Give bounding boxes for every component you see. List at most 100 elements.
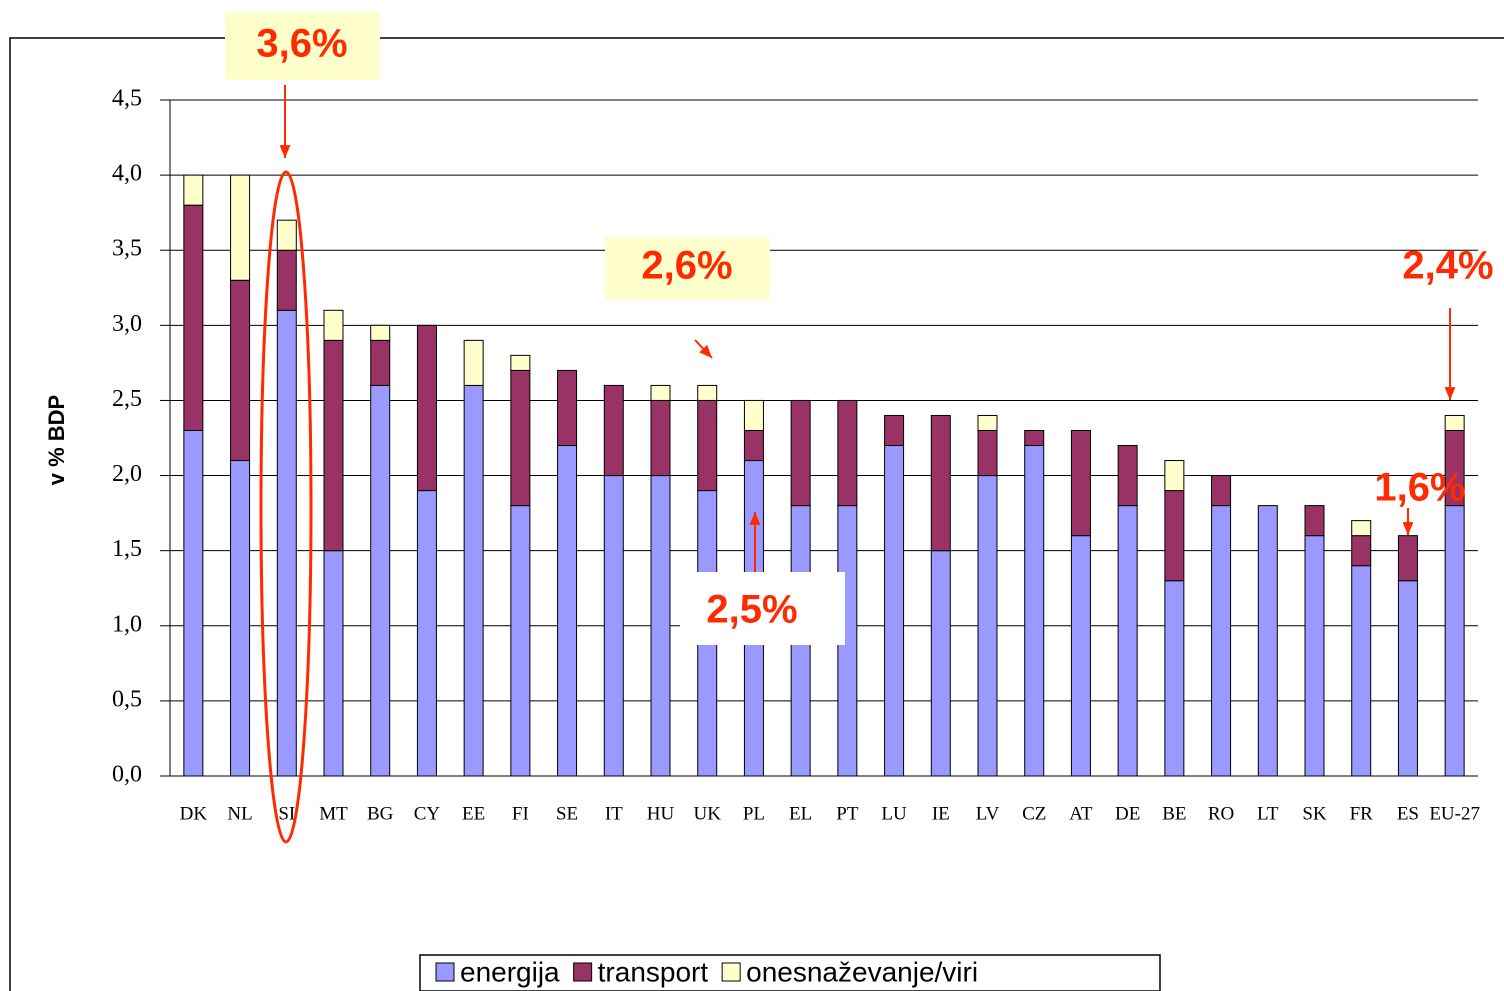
annotation: 2,6% [641, 244, 732, 288]
bar-segment [463, 384, 484, 777]
x-tick-label: RO [1208, 803, 1234, 824]
x-tick-label: FR [1350, 803, 1374, 824]
annotation: 2,4% [1402, 244, 1493, 288]
bar-segment [276, 309, 297, 777]
x-tick-label: SI [278, 803, 295, 824]
y-tick-label: 2,5 [112, 386, 142, 412]
bar-segment [1024, 445, 1045, 777]
legend-swatch [435, 962, 455, 982]
bar-segment [1257, 505, 1278, 777]
bar-segment [1444, 505, 1465, 777]
bar-segment [510, 369, 531, 507]
bar-segment [743, 399, 764, 431]
legend-swatch [573, 962, 593, 982]
legend-label: transport [598, 956, 709, 987]
bar-segment [884, 414, 905, 447]
bar-segment [930, 414, 951, 552]
bar-segment [230, 279, 251, 462]
bar-segment [790, 399, 811, 507]
arrow-head [1402, 522, 1414, 535]
bar-segment [1117, 505, 1138, 777]
bar-segment [1070, 429, 1091, 537]
x-tick-label: LU [881, 803, 907, 824]
bar-segment [1211, 505, 1232, 777]
arrow-head [279, 145, 291, 158]
x-tick-label: BE [1162, 803, 1186, 824]
bar-segment [370, 324, 391, 341]
y-tick-label: 3,0 [112, 311, 142, 337]
bar-segment [884, 445, 905, 777]
x-tick-label: EE [462, 803, 485, 824]
bar-segment [1351, 565, 1372, 777]
annotation-box [605, 237, 770, 300]
bar-segment [183, 429, 204, 777]
x-tick-label: PT [836, 803, 859, 824]
bar-segment [977, 414, 998, 431]
x-tick-label: LV [976, 803, 1000, 824]
x-tick-label: HU [647, 803, 675, 824]
legend-swatch [721, 962, 741, 982]
bar-segment [697, 399, 718, 492]
bar-segment [1351, 535, 1372, 567]
legend-label: onesnaževanje/viri [746, 956, 978, 987]
bar-segment [1164, 580, 1185, 777]
bar-segment [650, 475, 671, 777]
y-tick-label: 0,0 [112, 762, 142, 788]
y-tick-label: 3,5 [112, 236, 142, 262]
annotation-box [680, 572, 845, 645]
bar-segment [1164, 460, 1185, 492]
bar-segment [1304, 505, 1325, 537]
bar-segment [837, 399, 858, 507]
bar-segment [323, 309, 344, 341]
bar-segment [510, 354, 531, 371]
bar-segment [230, 174, 251, 281]
x-tick-label: SK [1302, 803, 1327, 824]
y-axis-label: v % BDP [44, 395, 69, 485]
arrow-head [1444, 387, 1456, 400]
x-tick-label: CY [414, 803, 441, 824]
x-tick-label: EU-27 [1429, 803, 1480, 824]
x-tick-label: UK [693, 803, 721, 824]
annotation-box [225, 12, 380, 80]
x-tick-label: MT [319, 803, 348, 824]
x-tick-label: SE [556, 803, 578, 824]
arrow-head [749, 512, 761, 525]
bar-segment [1117, 445, 1138, 507]
legend-label: energija [460, 956, 560, 987]
x-tick-label: IE [932, 803, 950, 824]
arrow-head [699, 344, 712, 358]
bar-segment [603, 384, 624, 477]
bar-segment [603, 475, 624, 777]
x-tick-label: BG [367, 803, 394, 824]
bar-segment [323, 339, 344, 552]
y-tick-label: 4,5 [112, 86, 142, 112]
bar-segment [1164, 490, 1185, 582]
bar-segment [743, 429, 764, 462]
bar-segment [183, 174, 204, 206]
y-tick-label: 0,5 [112, 686, 142, 712]
x-tick-label: NL [227, 803, 252, 824]
bar-segment [1024, 429, 1045, 447]
bar-segment [416, 490, 437, 777]
bar-segment [930, 550, 951, 777]
y-tick-label: 2,0 [112, 461, 142, 487]
bar-segment [416, 324, 437, 492]
bar-segment [463, 339, 484, 386]
x-tick-label: EL [789, 803, 812, 824]
bar-segment [230, 460, 251, 777]
bar-segment [183, 204, 204, 431]
bar-segment [650, 399, 671, 477]
legend [419, 954, 1161, 991]
x-tick-label: FI [512, 803, 529, 824]
annotation: 3,6% [256, 22, 347, 66]
bar-segment [557, 369, 578, 447]
y-tick-label: 4,0 [112, 161, 142, 187]
x-tick-label: DE [1115, 803, 1140, 824]
bar-segment [1070, 535, 1091, 777]
bar-segment [977, 429, 998, 477]
x-tick-label: CZ [1022, 803, 1046, 824]
y-tick-label: 1,0 [112, 611, 142, 637]
annotation: 2,5% [706, 588, 797, 632]
bar-segment [1397, 580, 1418, 777]
bar-segment [977, 475, 998, 777]
